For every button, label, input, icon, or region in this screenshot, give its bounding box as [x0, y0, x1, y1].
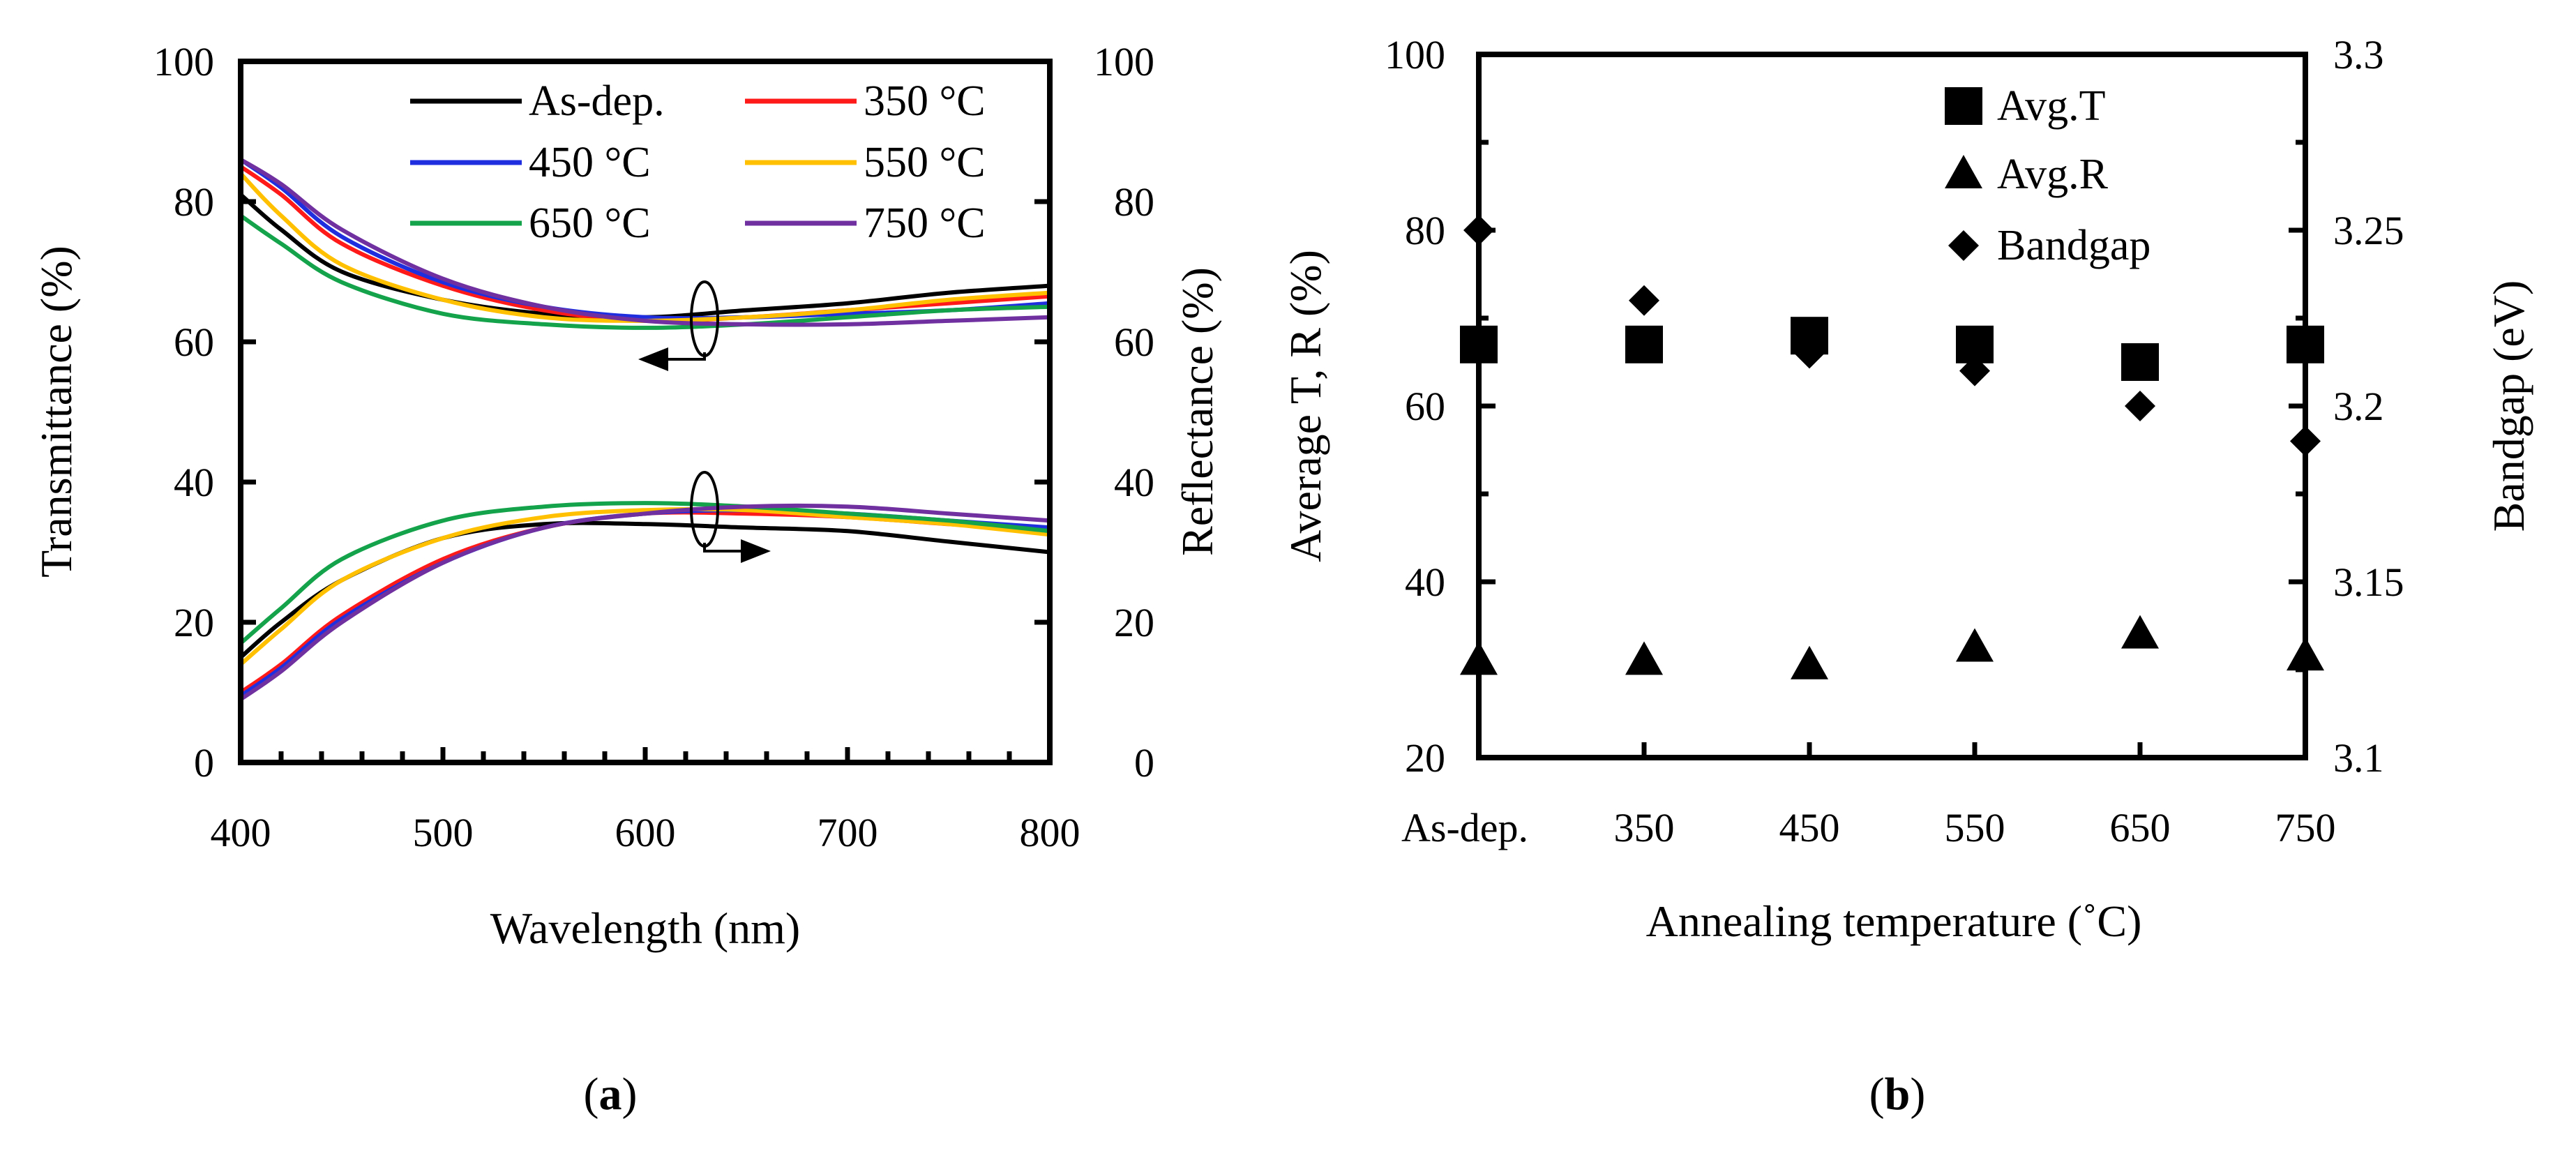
y-tick-label: 100 — [1385, 32, 1445, 77]
reflectance-line-5 — [239, 503, 1050, 701]
avg-r-marker — [2121, 615, 2159, 649]
legend-label-4: 650 °C — [529, 200, 651, 247]
legend-label-3: 550 °C — [864, 139, 986, 186]
legend-diamond-icon — [1948, 230, 1979, 261]
avg-r-marker — [1460, 641, 1498, 675]
y-tick-label: 100 — [153, 39, 214, 84]
y-tick-label: 0 — [194, 740, 214, 786]
legend-square-icon — [1945, 87, 1982, 125]
transmittance-left-arrowhead-icon — [638, 347, 668, 371]
x-tick-label: 700 — [818, 810, 878, 855]
panel-a-y2-axis-label: Reflectance (%) — [1173, 267, 1222, 556]
y-tick-label: 60 — [174, 320, 214, 365]
x-tick-label: As-dep. — [1401, 805, 1528, 850]
avg-t-marker — [2287, 325, 2324, 363]
panel-a-x-axis-label: Wavelength (nm) — [490, 903, 800, 953]
x-tick-label: 400 — [211, 810, 271, 855]
bandgap-marker — [1959, 355, 1990, 386]
reflectance-right-arrow — [703, 543, 743, 553]
y2-tick-label: 3.2 — [2333, 384, 2384, 429]
y-tick-label: 60 — [1405, 384, 1445, 429]
panel-b-tick-labels: 20 40 60 80 100 3.1 3.15 3.2 3.25 3.3 As-dep. 350 45… — [1385, 32, 2404, 850]
y2-tick-label: 3.25 — [2333, 208, 2404, 253]
legend-label-1: 350 °C — [864, 77, 986, 125]
x-tick-label: 800 — [1020, 810, 1080, 855]
panel-b-x-axis-label: Annealing temperature (˚C) — [1646, 896, 2142, 946]
y2-tick-label: 3.1 — [2333, 735, 2384, 781]
panel-a-tick-labels: 0 20 40 60 80 100 0 20 40 60 80 100 400 500 600 700 800 — [153, 39, 1154, 855]
panel-b-plot-frame — [1476, 52, 2308, 760]
avg-t-marker — [2121, 343, 2159, 381]
y-tick-label: 20 — [174, 600, 214, 645]
y2-tick-label: 20 — [1114, 600, 1154, 645]
avg-r-marker — [1625, 641, 1663, 675]
avg-t-marker — [1625, 325, 1663, 363]
panel-a-legend: As-dep. 350 °C 450 °C 550 °C 650 °C 750 °C — [410, 77, 986, 247]
panel-b-y2-axis-label: Bandgap (eV) — [2484, 280, 2533, 532]
panel-a-y-axis-label: Transmittance (%) — [31, 246, 81, 578]
panel-b-legend: Avg.T Avg.R Bandgap — [1945, 82, 2151, 269]
y-tick-label: 40 — [1405, 559, 1445, 605]
y2-tick-label: 3.3 — [2333, 32, 2384, 77]
x-tick-label: 600 — [615, 810, 676, 855]
panel-a-label: (a) — [584, 1069, 638, 1120]
bandgap-marker — [1794, 338, 1825, 369]
avg-r-marker — [1956, 628, 1994, 662]
legend-label-5: 750 °C — [864, 200, 986, 247]
y-tick-label: 20 — [1405, 735, 1445, 781]
legend-label-avg-t: Avg.T — [1997, 82, 2106, 130]
y-tick-label: 80 — [1405, 208, 1445, 253]
y2-tick-label: 100 — [1094, 39, 1154, 84]
x-tick-label: 650 — [2110, 805, 2171, 850]
x-tick-label: 550 — [1945, 805, 2005, 850]
transmittance-line-3 — [239, 172, 1050, 323]
y2-tick-label: 0 — [1134, 740, 1154, 786]
panel-b-ticks — [1476, 52, 2308, 760]
panel-b-markers — [1460, 215, 2324, 679]
panel-a-axis-indicators — [638, 280, 771, 563]
legend-label-2: 450 °C — [529, 139, 651, 186]
transmittance-left-arrow — [666, 352, 706, 361]
legend-label-0: As-dep. — [529, 77, 665, 125]
bandgap-marker — [1463, 215, 1494, 246]
legend-label-avg-r: Avg.R — [1997, 151, 2109, 198]
y2-tick-label: 40 — [1114, 460, 1154, 505]
bandgap-marker — [2125, 391, 2155, 421]
transmittance-line-5 — [239, 158, 1050, 327]
x-tick-label: 350 — [1614, 805, 1675, 850]
panel-b-label: (b) — [1869, 1069, 1926, 1120]
y2-tick-label: 60 — [1114, 320, 1154, 365]
y2-tick-label: 3.15 — [2333, 559, 2404, 605]
x-tick-label: 500 — [413, 810, 474, 855]
legend-label-bandgap: Bandgap — [1997, 222, 2151, 269]
panel-a-ticks — [238, 59, 1053, 765]
legend-triangle-icon — [1945, 155, 1982, 188]
x-tick-label: 450 — [1779, 805, 1840, 850]
y2-tick-label: 80 — [1114, 179, 1154, 225]
reflectance-right-arrowhead-icon — [741, 539, 771, 563]
bandgap-marker — [2290, 426, 2321, 457]
avg-r-marker — [2287, 637, 2324, 671]
y-tick-label: 40 — [174, 460, 214, 505]
reflectance-line-4 — [239, 501, 1050, 645]
panel-a-curves — [239, 158, 1050, 701]
transmittance-line-4 — [239, 213, 1050, 330]
panel-b: 20 40 60 80 100 3.1 3.15 3.2 3.25 3.3 As-dep. 350 45… — [1281, 32, 2533, 1120]
avg-r-marker — [1791, 645, 1828, 679]
avg-t-marker — [1460, 325, 1498, 363]
bandgap-marker — [1629, 285, 1659, 316]
y-tick-label: 80 — [174, 179, 214, 225]
x-tick-label: 750 — [2275, 805, 2336, 850]
reflectance-line-3 — [239, 506, 1050, 666]
reflectance-line-0 — [239, 520, 1050, 659]
panel-b-y-axis-label: Average T, R (%) — [1281, 250, 1330, 562]
